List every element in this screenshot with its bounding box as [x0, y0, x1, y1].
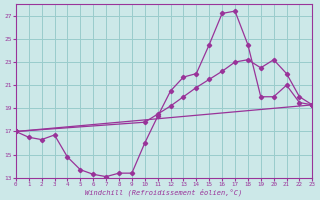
- X-axis label: Windchill (Refroidissement éolien,°C): Windchill (Refroidissement éolien,°C): [85, 188, 243, 196]
